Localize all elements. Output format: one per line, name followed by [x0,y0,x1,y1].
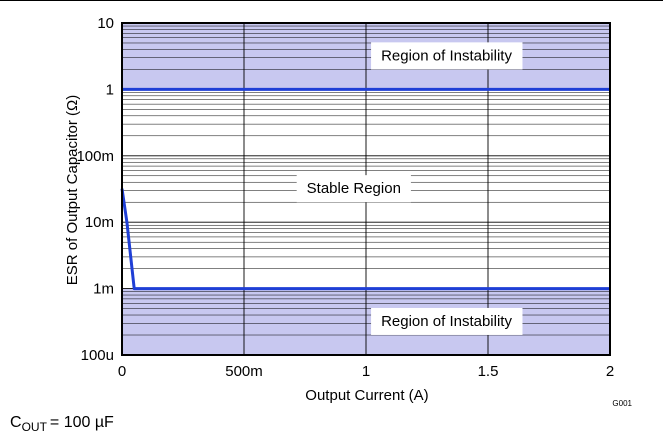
region-label-box [371,42,523,70]
plot-frame [121,22,611,356]
region-label: Region of Instability [381,47,512,64]
x-axis-label: Output Current (A) [305,387,428,404]
region-label-box [296,175,411,203]
x-tick-label: 0 [118,363,126,380]
condition-subscript: OUT [22,420,48,434]
region-label-group-2: Region of Instability [371,307,523,335]
condition-label: COUT = 100 µF [10,414,114,434]
region-label-group-0: Region of Instability [371,42,523,70]
region-label-group-1: Stable Region [296,175,411,203]
y-tick-label: 1m [93,281,114,298]
x-tick-label: 1.5 [478,363,499,380]
y-tick-label: 100m [76,148,114,165]
lower-boundary-line [120,188,610,291]
condition-symbol: C [10,414,22,431]
top-rule [0,0,663,1]
region-label: Region of Instability [381,313,512,330]
x-tick-label: 1 [362,363,370,380]
x-tick-labels: 0 500m 1 1.5 2 [118,363,614,380]
x-tick-label: 2 [606,363,614,380]
region-label-box [371,307,523,335]
y-tick-label: 10m [85,214,114,231]
y-tick-label: 10 [97,15,114,32]
y-tick-label: 1 [106,81,114,98]
y-tick-labels: 100u 1m 10m 100m 1 10 [76,15,114,364]
condition-value: = 100 µF [50,414,114,431]
figure-id: G001 [612,399,632,408]
y-tick-label: 100u [81,347,114,364]
region-labels-layer: Region of Instability Stable Region Region… [296,42,523,335]
region-label: Stable Region [307,180,401,197]
series-layer [120,87,610,291]
y-axis-label: ESR of Output Capacitor (Ω) [64,95,81,285]
x-tick-label: 500m [225,363,263,380]
